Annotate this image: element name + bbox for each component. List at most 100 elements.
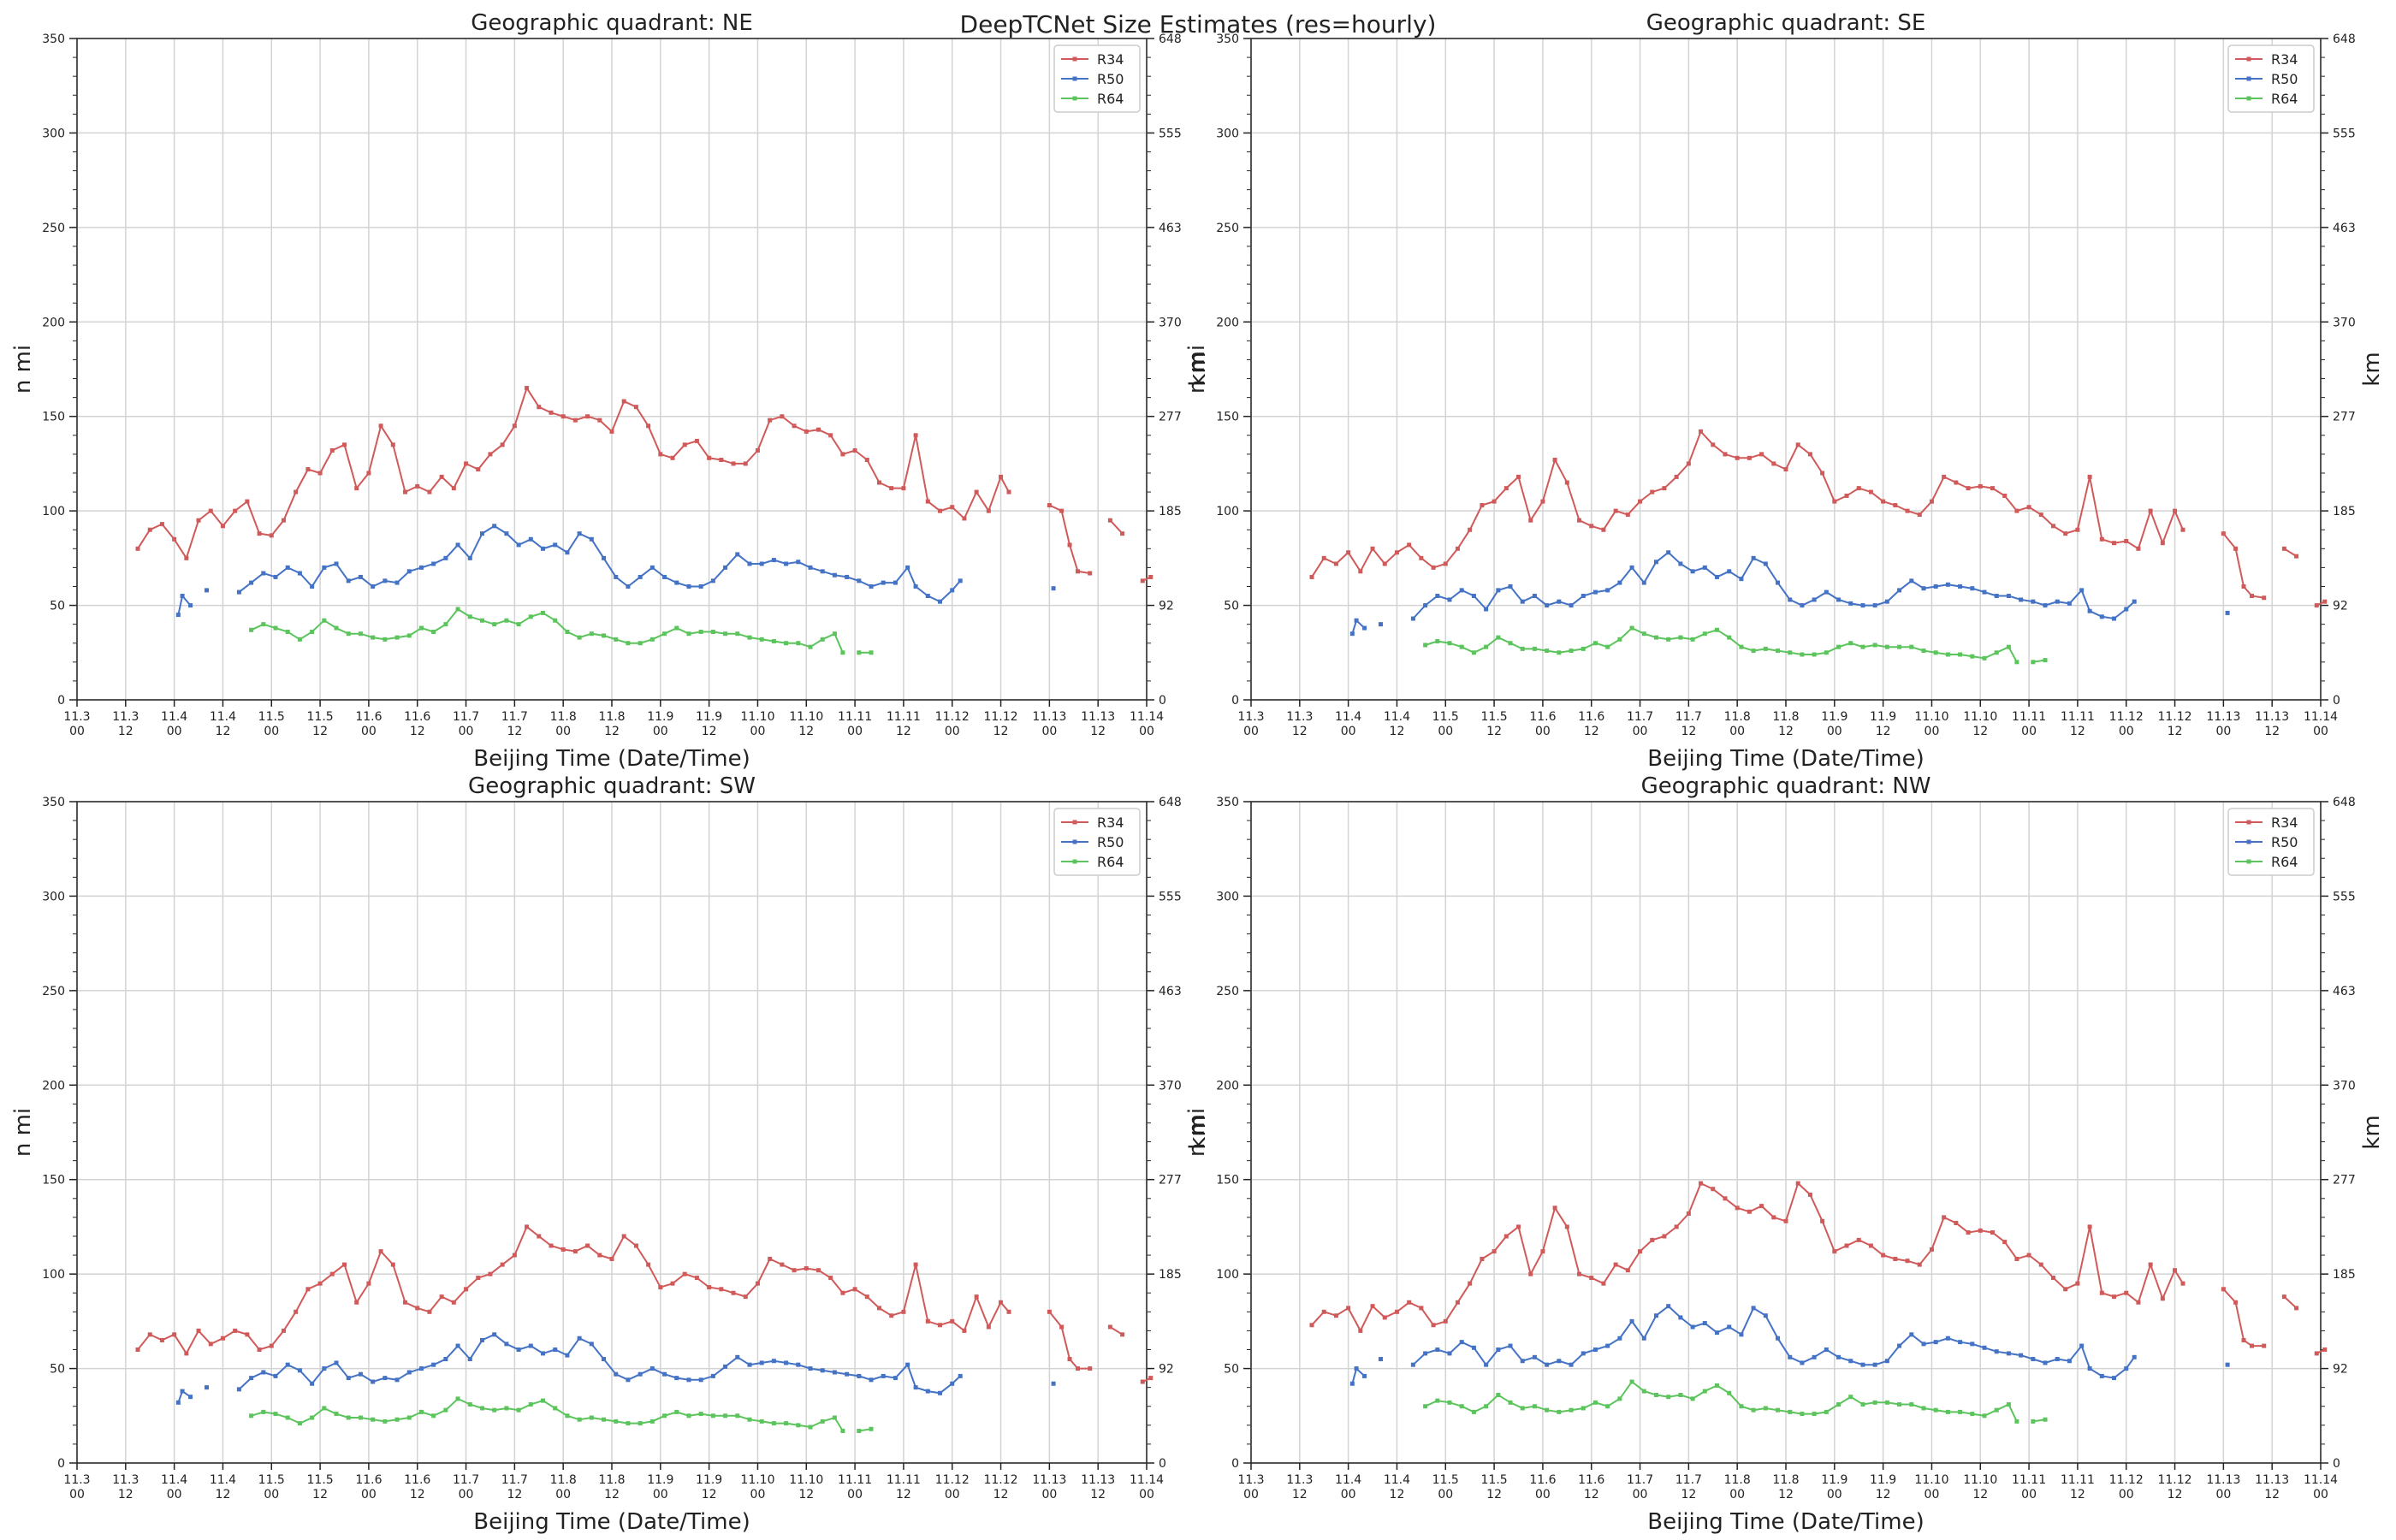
series-line-r64 bbox=[1425, 626, 2018, 663]
x-tick-label-date: 11.7 bbox=[1675, 710, 1702, 724]
data-point bbox=[329, 1271, 335, 1276]
data-point bbox=[1978, 1228, 1983, 1233]
data-point bbox=[1832, 1249, 1837, 1254]
data-point bbox=[2031, 660, 2036, 665]
data-point bbox=[815, 427, 821, 432]
data-point bbox=[2006, 1351, 2011, 1356]
x-tick-label-date: 11.6 bbox=[404, 1473, 430, 1487]
data-point bbox=[467, 555, 472, 560]
data-point bbox=[1763, 1313, 1768, 1318]
data-point bbox=[1471, 1345, 1476, 1350]
data-point bbox=[406, 1370, 412, 1375]
data-point bbox=[2006, 594, 2011, 599]
data-point bbox=[1382, 561, 1387, 566]
y-tick-label: 300 bbox=[42, 127, 65, 140]
y-tick-label: 100 bbox=[1216, 505, 1239, 518]
data-point bbox=[378, 1249, 383, 1254]
data-point bbox=[2124, 1366, 2129, 1371]
x-tick-label-hour: 00 bbox=[1729, 725, 1745, 738]
y2-tick-label: 370 bbox=[2333, 316, 2356, 329]
x-tick-label-date: 11.4 bbox=[1384, 710, 1410, 724]
series-line-r34 bbox=[137, 386, 1010, 560]
x-tick-label-date: 11.5 bbox=[307, 710, 334, 724]
data-point bbox=[1503, 486, 1509, 491]
data-point bbox=[1508, 641, 1513, 646]
data-point bbox=[2099, 1290, 2104, 1295]
data-point bbox=[1860, 1402, 1865, 1407]
data-point bbox=[358, 1415, 363, 1420]
data-point bbox=[1569, 649, 1574, 654]
y-tick-label: 350 bbox=[42, 796, 65, 809]
data-point bbox=[1455, 546, 1460, 551]
data-point bbox=[1569, 1362, 1574, 1367]
x-tick-label-hour: 12 bbox=[896, 1488, 911, 1502]
data-point bbox=[1496, 635, 1501, 640]
data-point bbox=[500, 1262, 505, 1267]
x-tick-label-date: 11.3 bbox=[112, 710, 139, 724]
legend-box bbox=[2227, 808, 2315, 876]
legend-marker bbox=[2246, 839, 2251, 844]
x-tick-label-hour: 00 bbox=[1633, 725, 1648, 738]
data-point bbox=[1881, 1253, 1886, 1258]
data-point bbox=[1629, 625, 1634, 631]
data-point bbox=[1844, 493, 1849, 498]
data-point bbox=[832, 1370, 837, 1375]
data-point bbox=[208, 1342, 213, 1347]
x-tick-label-date: 11.13 bbox=[2206, 1473, 2240, 1487]
data-point bbox=[1520, 599, 1525, 604]
data-point bbox=[1617, 1336, 1622, 1341]
y-tick-label: 0 bbox=[1231, 1457, 1239, 1471]
data-point bbox=[525, 386, 530, 391]
data-point bbox=[281, 1328, 286, 1333]
data-point bbox=[443, 555, 448, 560]
x-tick-label-hour: 00 bbox=[1341, 1488, 1356, 1502]
data-point bbox=[1528, 1271, 1533, 1276]
x-tick-label-hour: 00 bbox=[1925, 1488, 1940, 1502]
data-point bbox=[1759, 1204, 1764, 1209]
data-point bbox=[1909, 644, 1914, 649]
data-point bbox=[488, 1271, 493, 1276]
data-point bbox=[2002, 1240, 2008, 1245]
data-point bbox=[1783, 467, 1788, 472]
data-point bbox=[443, 1357, 448, 1362]
data-point bbox=[1480, 503, 1485, 508]
data-point bbox=[1739, 577, 1744, 582]
data-point bbox=[710, 1413, 715, 1419]
data-point bbox=[2099, 536, 2104, 542]
data-point bbox=[2038, 1262, 2043, 1267]
data-point bbox=[670, 455, 675, 460]
data-point bbox=[439, 1294, 444, 1300]
data-point bbox=[1751, 649, 1756, 654]
data-point bbox=[1431, 565, 1436, 570]
data-point bbox=[796, 560, 801, 565]
x-tick-label-hour: 12 bbox=[798, 725, 814, 738]
x-tick-label-date: 11.6 bbox=[355, 710, 382, 724]
data-point bbox=[1333, 1313, 1338, 1318]
data-point bbox=[694, 438, 699, 443]
y-tick-label: 50 bbox=[1224, 1363, 1239, 1377]
data-point bbox=[541, 610, 546, 615]
data-point bbox=[1783, 1218, 1788, 1223]
x-tick-label-date: 11.5 bbox=[307, 1473, 334, 1487]
data-point bbox=[1496, 1347, 1501, 1352]
data-point bbox=[273, 625, 278, 631]
data-point bbox=[2014, 508, 2019, 513]
data-point bbox=[2281, 1294, 2286, 1300]
data-point bbox=[1459, 588, 1464, 593]
series-line-r64 bbox=[1425, 1380, 2018, 1422]
data-point bbox=[2087, 1224, 2092, 1229]
y-tick-label: 200 bbox=[42, 1079, 65, 1093]
data-point bbox=[1358, 1328, 1363, 1333]
data-point bbox=[771, 558, 776, 563]
data-point bbox=[261, 1370, 266, 1375]
y-tick-label: 300 bbox=[1216, 127, 1239, 140]
data-point bbox=[2241, 1337, 2246, 1342]
x-tick-label-hour: 00 bbox=[1243, 1488, 1259, 1502]
data-point bbox=[2262, 1343, 2267, 1348]
data-point bbox=[1076, 569, 1081, 574]
data-point bbox=[1848, 1395, 1853, 1400]
data-point bbox=[439, 474, 444, 479]
data-point bbox=[1370, 1304, 1375, 1309]
data-point bbox=[1860, 603, 1865, 608]
legend-label-r50: R50 bbox=[1097, 71, 1124, 87]
